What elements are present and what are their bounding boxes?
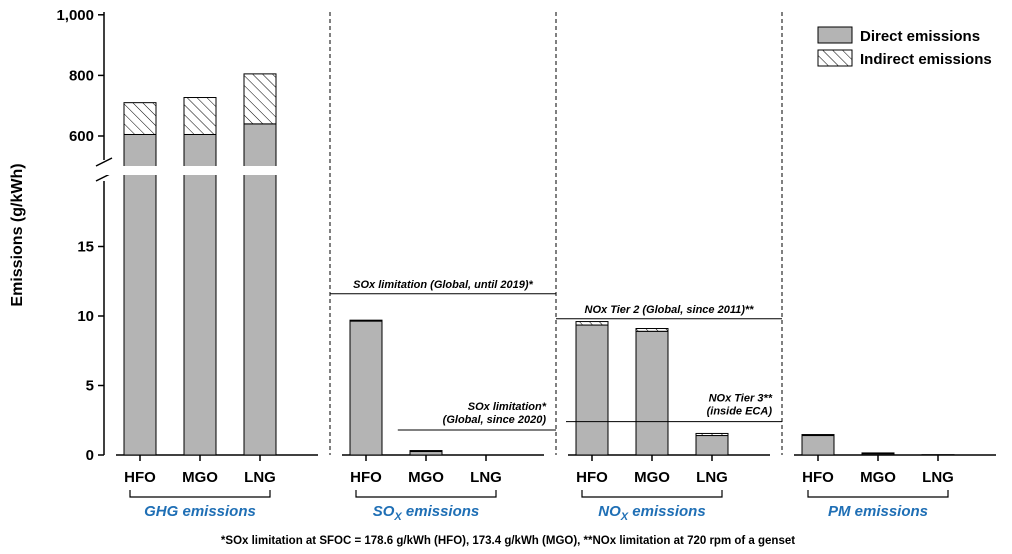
- x-tick-label: LNG: [922, 469, 954, 486]
- group-label-main: SO: [373, 503, 395, 520]
- legend-swatch-indirect: [817, 49, 853, 67]
- footnote: *SOx limitation at SFOC = 178.6 g/kWh (H…: [221, 535, 795, 547]
- y-tick-label: 800: [69, 67, 94, 84]
- bar-direct: [635, 330, 669, 456]
- plot-area: 0 5 10 15 600 800 1,000 HFO MGO LNG GHG emissions H…: [56, 7, 996, 523]
- bar-direct: [349, 320, 383, 456]
- y-tick-label: 600: [69, 128, 94, 145]
- group-label-tail: emissions: [628, 503, 706, 520]
- legend-label-direct: Direct emissions: [860, 28, 980, 45]
- group-label-main: NO: [598, 503, 621, 520]
- limit-label-line2: (Global, since 2020): [443, 414, 547, 426]
- limit-label-line2: (inside ECA): [707, 406, 773, 418]
- x-tick-label: MGO: [860, 469, 896, 486]
- limit-label-line1: SOx limitation*: [468, 401, 547, 413]
- limit-label: SOx limitation (Global, until 2019)*: [353, 279, 533, 291]
- group-label-subscript: X: [393, 511, 402, 523]
- bar-indirect: [635, 328, 669, 332]
- bar-indirect: [243, 73, 277, 125]
- group-bracket: [581, 490, 723, 498]
- x-tick-label: HFO: [802, 469, 834, 486]
- group-label-tail: emissions: [402, 503, 480, 520]
- x-tick-label: MGO: [182, 469, 218, 486]
- group-label-main: GHG emissions: [144, 503, 256, 520]
- x-tick-label: MGO: [634, 469, 670, 486]
- legend: Direct emissions Indirect emissions: [817, 26, 992, 68]
- legend-swatch-direct: [817, 26, 853, 44]
- bar-indirect: [575, 321, 609, 326]
- y-tick-label: 10: [77, 308, 94, 325]
- x-tick-label: LNG: [696, 469, 728, 486]
- group-bracket: [355, 490, 497, 498]
- y-tick-label: 1,000: [56, 7, 94, 24]
- y-axis-label: Emissions (g/kWh): [9, 163, 26, 306]
- x-tick-label: HFO: [576, 469, 608, 486]
- x-tick-label: HFO: [124, 469, 156, 486]
- x-tick-label: MGO: [408, 469, 444, 486]
- bar-indirect: [349, 319, 383, 322]
- x-tick-label: HFO: [350, 469, 382, 486]
- group-bracket: [807, 490, 949, 498]
- bar-indirect: [861, 452, 895, 455]
- y-tick-label: 5: [86, 378, 94, 395]
- limit-label-line1: NOx Tier 3**: [709, 393, 773, 405]
- group-label: NOX emissions: [598, 503, 705, 523]
- bar-direct: [801, 434, 835, 456]
- y-tick-label: 0: [86, 447, 94, 464]
- bar-indirect: [183, 97, 217, 135]
- group-label: PM emissions: [828, 503, 928, 520]
- legend-label-indirect: Indirect emissions: [860, 51, 992, 68]
- bar-direct: [123, 133, 157, 456]
- bar-direct: [183, 133, 217, 456]
- group-label-main: PM emissions: [828, 503, 928, 520]
- limit-label: NOx Tier 2 (Global, since 2011)**: [585, 304, 755, 316]
- bar-indirect: [695, 432, 729, 437]
- axis-break-band: [106, 166, 328, 175]
- group-label-subscript: X: [620, 511, 629, 523]
- bar-indirect: [409, 450, 443, 453]
- bar-indirect: [801, 434, 835, 437]
- x-tick-label: LNG: [470, 469, 502, 486]
- group-label: GHG emissions: [144, 503, 256, 520]
- bar-direct: [695, 435, 729, 456]
- bar-direct: [575, 324, 609, 456]
- group-label: SOX emissions: [373, 503, 480, 523]
- x-tick-label: LNG: [244, 469, 276, 486]
- y-tick-label: 15: [77, 239, 94, 256]
- group-bracket: [129, 490, 271, 498]
- bar-indirect: [123, 102, 157, 135]
